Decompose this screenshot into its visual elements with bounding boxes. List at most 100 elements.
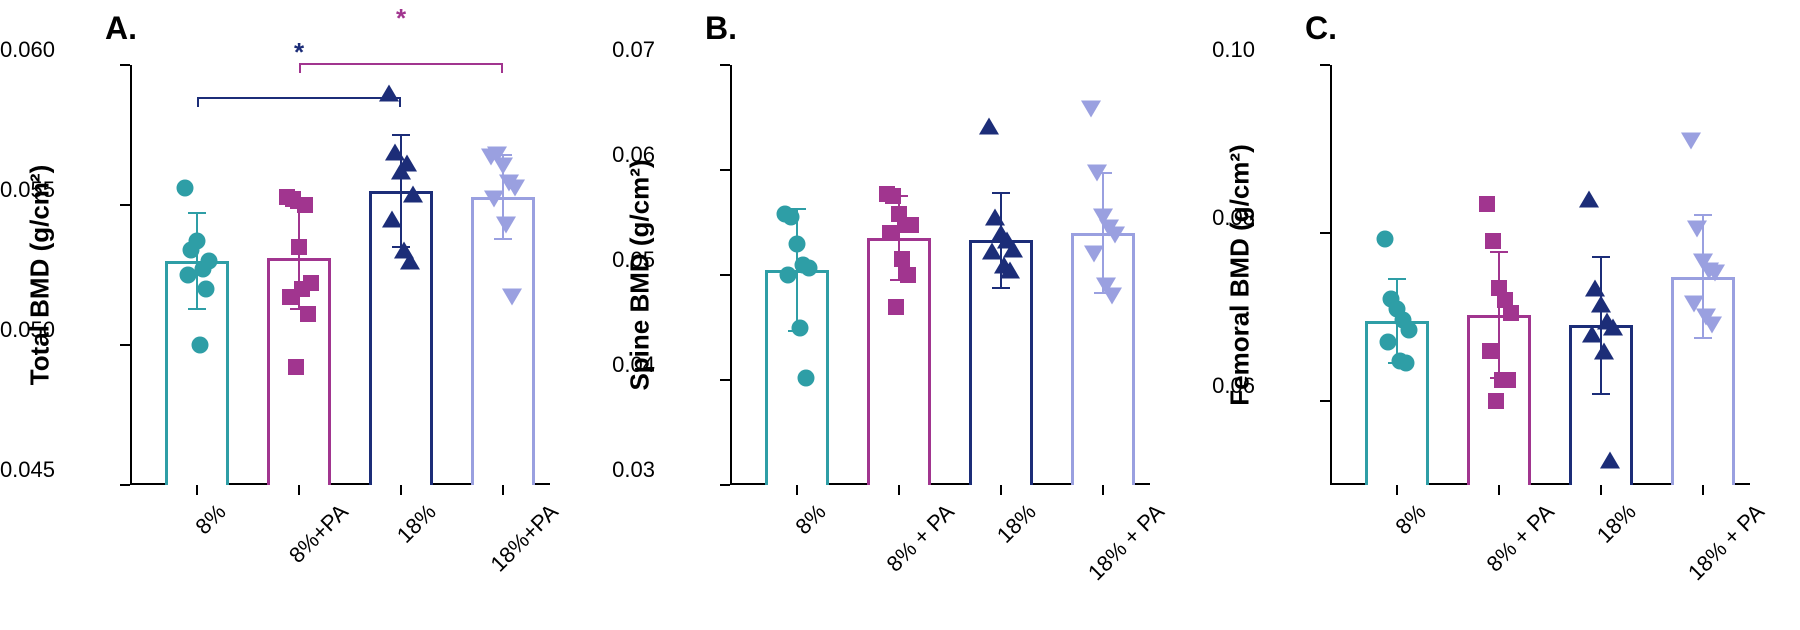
- data-point: [1500, 372, 1516, 388]
- plot-area: 0.030.040.050.060.078%8% + PA18%18% + PA: [730, 65, 1150, 485]
- y-tick-label: 0.10: [1190, 37, 1255, 63]
- data-point: [1081, 101, 1101, 118]
- data-point: [189, 233, 206, 250]
- y-axis: [130, 65, 132, 485]
- data-point: [291, 239, 307, 255]
- data-point: [403, 185, 423, 202]
- significance-bracket: [197, 97, 401, 107]
- data-point: [882, 225, 898, 241]
- data-point: [1594, 342, 1614, 359]
- panel-C: C. Femoral BMD (g/cm²) 0.060.080.108%8% + …: [1220, 10, 1780, 620]
- y-tick: [720, 169, 730, 171]
- error-cap: [1592, 393, 1610, 395]
- error-cap: [1490, 251, 1508, 253]
- data-point: [780, 267, 797, 284]
- y-tick: [120, 344, 130, 346]
- error-bar: [196, 213, 198, 308]
- data-point: [1003, 240, 1023, 257]
- x-tick-label: 18%: [392, 499, 442, 549]
- error-cap: [494, 238, 512, 240]
- x-tick-label: 18%+PA: [485, 499, 563, 577]
- x-tick: [502, 485, 504, 495]
- error-cap: [992, 287, 1010, 289]
- data-point: [177, 180, 194, 197]
- data-point: [1000, 261, 1020, 278]
- data-point: [783, 209, 800, 226]
- data-point: [192, 337, 209, 354]
- y-tick-label: 0.055: [0, 177, 55, 203]
- y-tick-label: 0.06: [590, 142, 655, 168]
- x-tick: [1702, 485, 1704, 495]
- data-point: [888, 299, 904, 315]
- data-point: [496, 216, 516, 233]
- panel-title: C.: [1305, 10, 1337, 47]
- panel-title: B.: [705, 10, 737, 47]
- data-point: [1600, 451, 1620, 468]
- data-point: [1482, 343, 1498, 359]
- data-point: [1579, 191, 1599, 208]
- x-tick: [898, 485, 900, 495]
- x-tick: [1600, 485, 1602, 495]
- data-point: [1585, 279, 1605, 296]
- y-tick: [720, 379, 730, 381]
- y-tick-label: 0.05: [590, 247, 655, 273]
- x-tick-label: 18% + PA: [1683, 499, 1770, 586]
- data-point: [1603, 319, 1623, 336]
- x-tick-label: 8% + PA: [1481, 499, 1559, 577]
- data-point: [1102, 288, 1122, 305]
- bar: [471, 197, 535, 485]
- y-tick: [1320, 400, 1330, 402]
- y-tick: [1320, 64, 1330, 66]
- y-tick: [120, 484, 130, 486]
- error-cap: [188, 308, 206, 310]
- data-point: [1488, 393, 1504, 409]
- y-tick-label: 0.08: [1190, 205, 1255, 231]
- x-tick-label: 8%: [790, 499, 831, 540]
- data-point: [1377, 230, 1394, 247]
- data-point: [1503, 305, 1519, 321]
- data-point: [979, 117, 999, 134]
- data-point: [294, 281, 310, 297]
- x-tick: [298, 485, 300, 495]
- data-point: [288, 359, 304, 375]
- data-point: [1687, 220, 1707, 237]
- data-point: [903, 217, 919, 233]
- error-cap: [1694, 214, 1712, 216]
- y-axis-label: Femoral BMD (g/cm²): [1225, 144, 1256, 405]
- data-point: [894, 251, 910, 267]
- x-tick-label: 8%: [1390, 499, 1431, 540]
- y-tick: [120, 204, 130, 206]
- data-point: [198, 281, 215, 298]
- y-tick-label: 0.06: [1190, 373, 1255, 399]
- x-tick: [1498, 485, 1500, 495]
- x-tick: [1396, 485, 1398, 495]
- data-point: [798, 369, 815, 386]
- panel-A: A.Total BMD (g/cm²)0.0450.0500.0550.0608…: [20, 10, 580, 620]
- data-point: [505, 180, 525, 197]
- error-cap: [188, 212, 206, 214]
- error-cap: [992, 192, 1010, 194]
- x-tick: [196, 485, 198, 495]
- error-bar: [1498, 252, 1500, 378]
- data-point: [1398, 355, 1415, 372]
- data-point: [484, 191, 504, 208]
- data-point: [201, 253, 218, 270]
- data-point: [1105, 227, 1125, 244]
- x-tick: [796, 485, 798, 495]
- data-point: [801, 259, 818, 276]
- panel-title: A.: [105, 10, 137, 47]
- figure-container: A.Total BMD (g/cm²)0.0450.0500.0550.0608…: [0, 0, 1800, 630]
- data-point: [400, 253, 420, 270]
- x-tick-label: 18%: [992, 499, 1042, 549]
- data-point: [300, 306, 316, 322]
- x-tick: [1102, 485, 1104, 495]
- y-tick: [1320, 232, 1330, 234]
- x-tick: [1000, 485, 1002, 495]
- data-point: [1705, 265, 1725, 282]
- x-tick-label: 18% + PA: [1083, 499, 1170, 586]
- panel-B: B.Spine BMD (g/cm²)0.030.040.050.060.078…: [620, 10, 1180, 620]
- y-tick: [720, 484, 730, 486]
- plot-area: 0.060.080.108%8% + PA18%18% + PA: [1330, 65, 1750, 485]
- data-point: [382, 211, 402, 228]
- data-point: [1681, 132, 1701, 149]
